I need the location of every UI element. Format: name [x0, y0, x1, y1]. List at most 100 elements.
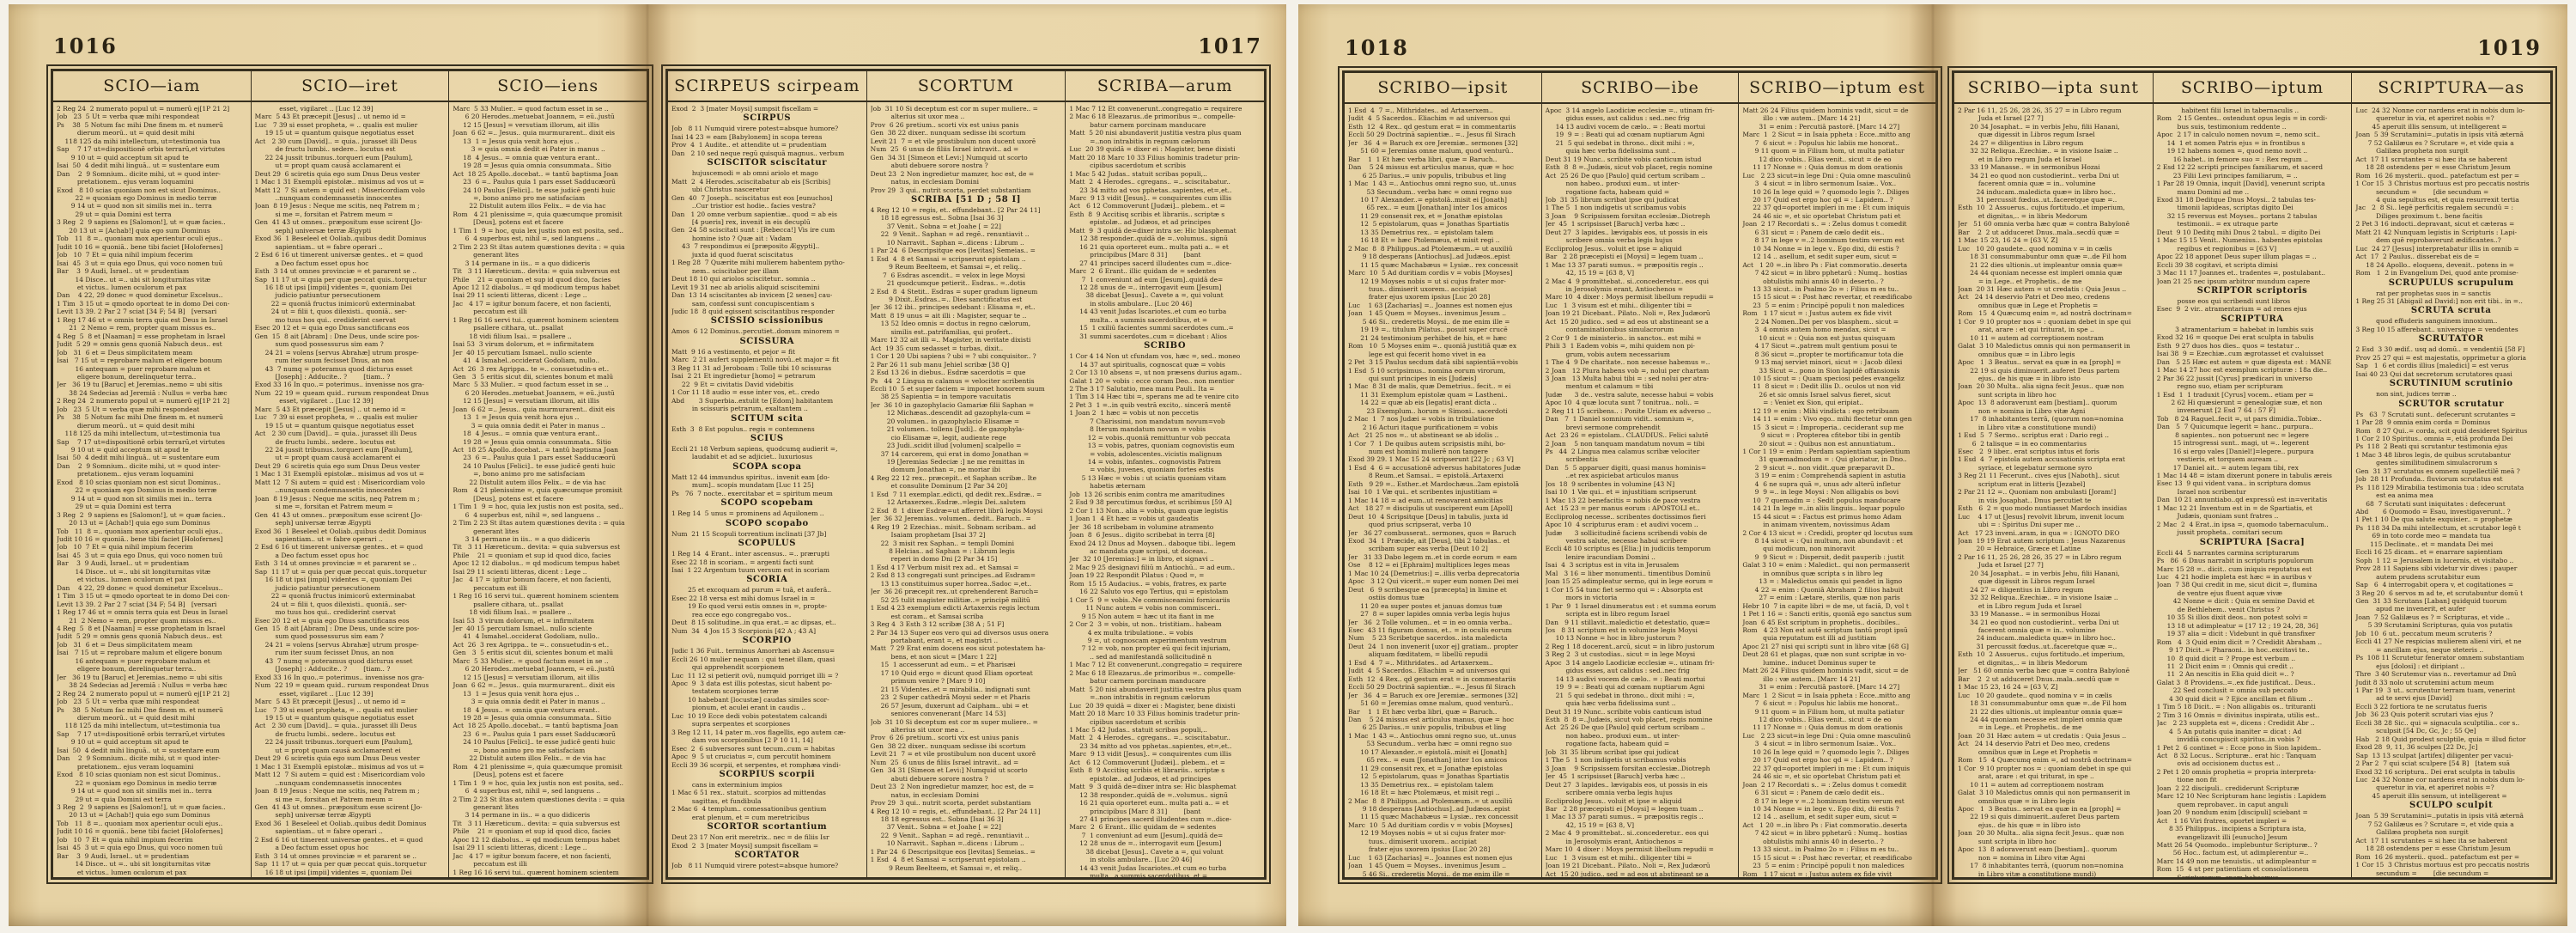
- entry-line: Exod 32 16 scriptura.. Dei erat sculpta …: [2355, 767, 2515, 776]
- entry-line: 1 Cor 15 3 Christus mortuus est pro pecc…: [2355, 180, 2530, 188]
- entry-line: 4 22 = enim : Quoniā Abraham 2 filios ha…: [1742, 585, 1904, 594]
- page-border: SCIO—iam SCIO—iret SCIO—iens 2 Reg 24 2 …: [51, 69, 649, 880]
- entry-line: 23 2 Super cathedrā Moysi seder = et Pha…: [870, 693, 1030, 702]
- entry-line: 11 15 quæc Machabæus = Lysiæ.. rex conce…: [1348, 813, 1519, 821]
- entry-line: Dan 13 14 sciscitantes ab invicem [2 sen…: [671, 291, 833, 300]
- entry-line: 1 Esd 5 10 scripsimus.. nomina eorum vir…: [1348, 366, 1506, 375]
- entry-line: Ps 86 6 Dnus narrabit in scripturis popu…: [2156, 557, 2314, 565]
- entry-line: principibus [Marc 8 31] [bant: [1069, 251, 1201, 259]
- entry-line: ..nunquam condemnassetis innocentes: [254, 778, 402, 787]
- entry-line: abuti debuere sorore nostra ?: [870, 162, 988, 170]
- entry-line: Jer 45 1 scripsisset [Baruch] verba hæc …: [1545, 772, 1686, 781]
- entry-line: dem quē reprobaverunt ædificantes..?: [2355, 236, 2501, 245]
- entry-line: Marc 9 13 vidit [Jesus].. = conquirentes…: [1069, 193, 1232, 202]
- entry-line: Num 25 6 unus de filiis Israel intravit.…: [870, 758, 1019, 766]
- entry-line: 26 et sic omnis Israel salvus fieret, si…: [1742, 390, 1891, 399]
- entry-line: qui sunt principes in eis [Judæis]: [1348, 374, 1477, 382]
- entry-line: syriace, et legebatur sermone syro: [1958, 463, 2093, 472]
- entry-line: Esth 3 14 ut omnes provinciæ = et parare…: [254, 851, 416, 860]
- entry-line: 9 Reum Beelteem, et Samsai =, et reliq..: [870, 263, 1023, 271]
- entry-line: 2 Tim 3 16 Omnis = divinitus inspirata, …: [2156, 710, 2320, 719]
- entry-line: 1 Esd 4 7 =.. Mithridates.. ad Artaxerxe…: [1348, 658, 1493, 667]
- entry-line: 22 9 Venit.. Saphan = ad regē.. renuntia…: [870, 230, 1030, 239]
- entry-line: 21 24 testimonium perhibet de his, et = …: [1348, 333, 1507, 342]
- entry-line: 14 = vobis, infantes.. cognovistis Patre…: [1069, 458, 1222, 466]
- running-head: SCRIBO—ibe: [1542, 73, 1740, 102]
- entry-line: esset, vigilaret .. [Luc 12 39]: [254, 689, 374, 698]
- entry-line: 38 25 Sapientia = in tempore vacuitatis: [870, 393, 1012, 401]
- entry-line: 118 125 da mihi intellectum, ut=testimon…: [57, 722, 221, 730]
- entry-line: qui modicum, non minoravit: [1742, 545, 1856, 553]
- entry-line: ejus.. de his quæ = in libro isto: [1958, 820, 2081, 829]
- entry-line: Apoc 10 4 quæ locuta sunt 7 tonitrua.. n…: [1545, 399, 1699, 407]
- entry-line: in Jerosolymis erant, Antiochenos =: [1545, 837, 1684, 845]
- section-heading: SCRIBO: [1144, 341, 1187, 351]
- entry-line: 19 19 =.. titulum Pilatus.. posuit super…: [1348, 326, 1508, 334]
- entry-line: 53 Secundum.. verba hæc = omni regno suo: [1348, 740, 1512, 748]
- entry-line: Sap 11 17 ut = quia per quæ peccat quis.…: [254, 860, 427, 869]
- entry-line: Act 17 2 Paulus.. disserebat eis de =: [2355, 253, 2480, 261]
- entry-line: Tit 3 11 Hæreticum.. devita: = quia subv…: [453, 267, 621, 276]
- entry-line: Isai 53 3 virum dolorum, et = infirmitat…: [453, 340, 594, 349]
- entry-line: Jac 4 17 = igitur bonum facere, et non f…: [453, 576, 611, 584]
- entry-line: eligere bonum, derelinquetur terra..: [57, 665, 197, 674]
- entry-line: 1 Mac 1 31 Exemplū epistolæ.. misimus ad…: [254, 178, 425, 186]
- entry-line: Hebr 10 7 in capite libri = de me, ut fa…: [1742, 601, 1909, 610]
- entry-line: 6 4 superbus est, nihil =, sed languens …: [453, 510, 601, 519]
- entry-line: in stolis ambulare.. [Luc 20 46]: [1069, 299, 1193, 308]
- entry-line: Phili 3 1 Eadem vobis =, mihi quidem non…: [1545, 342, 1695, 351]
- entry-line: sapientiam.. ut = fabre operari ..: [254, 535, 383, 544]
- entry-line: habitent filii Israel in tabernaculis ..: [2156, 107, 2300, 114]
- entry-line: 18 vidi filium Isai.. = psallere ..: [453, 332, 572, 340]
- entry-line: Joan 20 31 Hæc autem = ut credatis : Qui…: [1958, 731, 2127, 740]
- entry-line: seph] universæ terræ Ægypti: [254, 811, 372, 820]
- entry-line: ..Cur tristior est hodie.. facies vestra…: [671, 202, 816, 210]
- entry-line: Tob 8 24 Raguel..fecit =, ut pars dimidi…: [2156, 414, 2322, 423]
- entry-line: Eccli 10 5 et super faciem = imponet hon…: [870, 384, 1045, 393]
- entry-line: [Deus], potens est et facere: [453, 494, 564, 503]
- entry-line: 24 27 = diligentius in Libro regum: [1958, 138, 2084, 147]
- entry-line: Job 10 7 Et = quia nihil impium fecerim: [57, 543, 193, 552]
- entry-line: 15 1 cxiliū facientes summi sacerdotes c…: [1069, 324, 1234, 332]
- entry-line: 2 Esd 13 26 in diebus.. Esdræ sacerdotis…: [870, 369, 1026, 377]
- entry-line: Sap 7 17 ut=dispositionē orbis terrarū,e…: [57, 437, 225, 446]
- entry-line: 14 Disce.. ut =.. ubi sit longiturnitas …: [57, 567, 211, 576]
- entry-line: et dignitas,.. = in libris Medorum: [1958, 211, 2087, 220]
- entry-line: 21 15 Videntes..et = mirabilia.. indigna…: [870, 685, 1030, 693]
- entry-line: 16 18 ut ipsi [impii] videntes =, quonia…: [254, 868, 412, 876]
- entry-line: Job 31 35 librum scribat ipse qui judica…: [1545, 747, 1680, 756]
- entry-line: Isai 53 3 virum dolorum, et = infirmitat…: [453, 616, 594, 625]
- entry-line: 38 24 Sedecias ad Jeremiā : Nullus = ver…: [57, 388, 228, 397]
- entry-line: Eccliprolog Jesus.. voluit et ipse = ali…: [1545, 244, 1682, 253]
- entry-line: Joan 6 62 =.. Jesus.. quia murmurarent..…: [453, 681, 615, 690]
- running-head: SCRIBO—iptum est: [1749, 78, 1926, 97]
- entry-line: 56 Hoc.. factum est, ut adimplerentur =.…: [2156, 849, 2309, 857]
- entry-line: 1 The 5 1 non indigetis ut scribamus vob…: [1545, 756, 1686, 765]
- entry-line: 18 4 Jesus.. = omnia quæ ventura erant..: [453, 430, 600, 438]
- entry-line: Esth 6 2 = quo modo nuntiasset Mardoch i…: [1958, 504, 2127, 513]
- entry-line: 20 volumen.. in gazophylacio Elisamæ =: [870, 417, 1020, 425]
- entry-line: Luc 1 3 visum est et mihi.. diligenter t…: [1545, 301, 1692, 309]
- entry-line: Act 24 14 deservio Patri et Deo meo, cre…: [1958, 293, 2111, 302]
- entry-line: Gen 34 31 [Simeon et Levi:] Numquid ut s…: [870, 153, 1028, 162]
- entry-line: 3 Reg 4 3 Esth 3 12 scribæ [38 A ; 51 F]: [870, 620, 1005, 629]
- entry-line: Jer 40 15 percutiam Ismael.. nullo scien…: [453, 625, 592, 632]
- entry-line: Joan 20 30 Multa.. alia signa fecit Jesu…: [1958, 382, 2124, 391]
- entry-line: Joan 2 22 discipuli.. crediderunt Script…: [2156, 784, 2300, 792]
- entry-line: Gen 15 8 ait [Abram] : Dne Deus, unde sc…: [254, 332, 420, 340]
- entry-line: Jos 18 9 scribentes in volumine [43 N]: [1545, 479, 1675, 488]
- entry-line: habetis æternam: [1069, 482, 1145, 491]
- entry-line: Num 25 6 unus de filiis Israel intravit.…: [870, 145, 1019, 154]
- entry-line: abuti debuere sorore nostra ?: [870, 774, 988, 783]
- entry-line: Marc 5 43 Et præcepit [Jesus] .. ut nemo…: [254, 698, 406, 706]
- entry-line: 1 Pet 1 16 = : Sancti eritis, quoniā ego…: [1742, 610, 1912, 619]
- entry-line: 1 Par 28 9 omnia enim corda = Dominus: [2355, 418, 2491, 427]
- entry-line: Eccli 38 28 Sic.. qui = signacula sculpt…: [2355, 718, 2520, 727]
- entry-line: 41 4 Ismahel..occiderat Godoliam, nullo.…: [453, 357, 600, 365]
- entry-line: [Joseph] : Adducite.. ? [tiam.. ?: [254, 372, 391, 381]
- entry-line: 23 Filii Levi principes familiarum, = ..: [2156, 171, 2298, 180]
- entry-line: 3 Reg 2 9 sapiens es [Salomon!], ut = qu…: [57, 802, 226, 811]
- entry-line: 2 Esd 3 30 ædif.. usq ad domū.. = venden…: [2355, 345, 2525, 354]
- entry-line: Matt 26 54 Quomodo.. implebuntur Scriptu…: [2156, 840, 2318, 849]
- entry-line: 6 4 superbus est, nihil =, sed languens …: [453, 787, 601, 796]
